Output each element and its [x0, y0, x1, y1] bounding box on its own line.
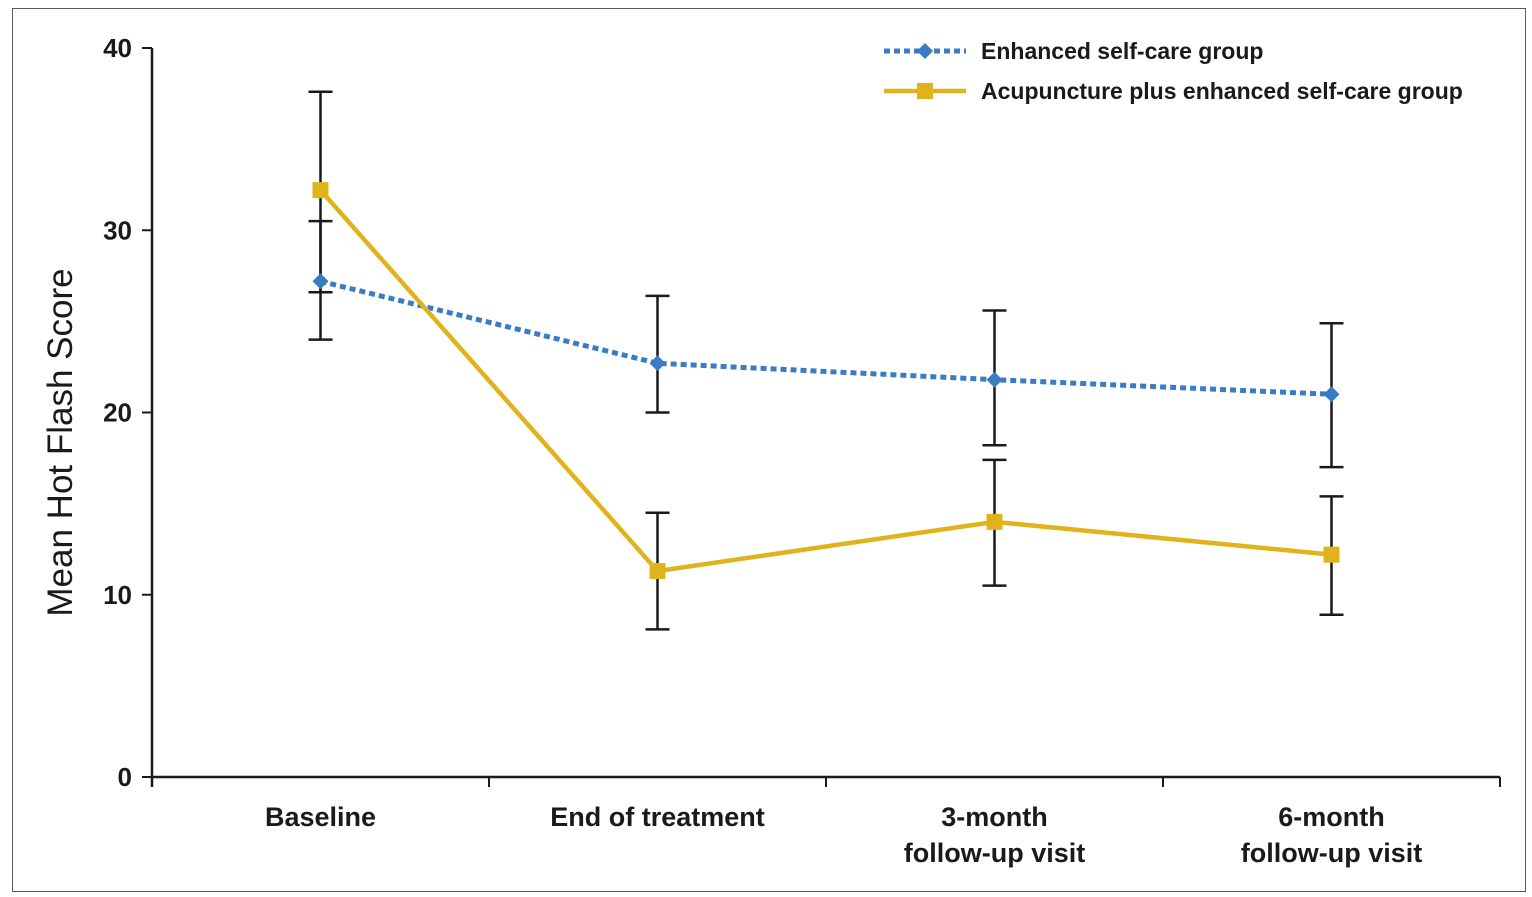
x-tick-label: Baseline [265, 802, 376, 832]
data-point-diamond [1323, 386, 1340, 403]
y-tick-label: 10 [103, 580, 132, 610]
data-point-diamond [986, 371, 1003, 388]
data-point-diamond [312, 273, 329, 290]
y-tick-label: 30 [103, 215, 132, 245]
x-tick-label: follow-up visit [904, 838, 1086, 868]
data-point-square [649, 563, 666, 580]
data-point-square [1323, 546, 1340, 563]
series-line-1 [319, 278, 1332, 397]
y-axis-title: Mean Hot Flash Score [41, 268, 80, 616]
legend-label-2: Acupuncture plus enhanced self-care grou… [981, 78, 1463, 104]
series-line-2 [318, 188, 1332, 574]
x-tick-label: 6-month [1278, 802, 1384, 832]
data-point-diamond [649, 355, 666, 372]
x-tick-label: 3-month [941, 802, 1047, 832]
chart-frame [12, 8, 1526, 892]
y-tick-label: 0 [118, 762, 132, 792]
y-tick-label: 20 [103, 398, 132, 428]
legend-marker-diamond [917, 43, 933, 59]
x-tick-label: follow-up visit [1241, 838, 1423, 868]
data-point-square [986, 513, 1003, 530]
legend-marker-square [917, 83, 933, 99]
data-point-square [312, 182, 329, 199]
y-tick-label: 40 [103, 33, 132, 63]
x-tick-label: End of treatment [550, 802, 765, 832]
legend-label-1: Enhanced self-care group [981, 38, 1263, 64]
